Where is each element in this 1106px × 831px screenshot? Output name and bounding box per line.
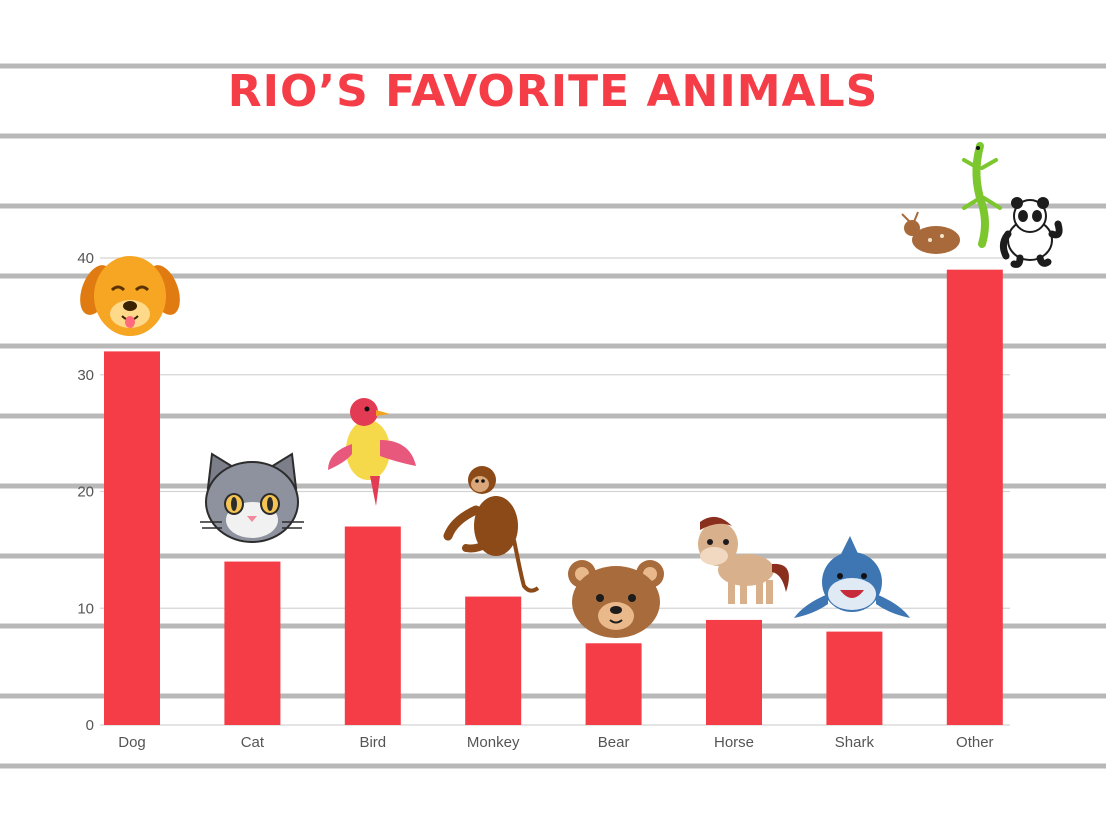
x-tick-label: Other: [956, 734, 994, 751]
x-tick-label: Cat: [241, 734, 265, 751]
x-tick-label: Bird: [359, 734, 386, 751]
horse-icon: [698, 516, 789, 604]
x-tick-label: Horse: [714, 734, 754, 751]
panda-icon: [999, 197, 1063, 268]
background-stripe: [0, 763, 1106, 769]
y-tick-label: 0: [86, 717, 94, 734]
bar-other: [946, 269, 1003, 725]
x-tick-label: Monkey: [467, 734, 520, 751]
lizard-icon: [962, 142, 1002, 248]
y-tick-label: 30: [77, 367, 94, 384]
y-axis: 0 10 20 30 40: [77, 250, 94, 734]
y-tick-label: 40: [77, 250, 94, 267]
y-tick-label: 10: [77, 600, 94, 617]
bar-dog: [104, 351, 160, 725]
x-axis: Dog Cat Bird Monkey Bear Horse Shark Other: [118, 734, 993, 751]
bird-icon: [328, 398, 416, 506]
bars: [104, 269, 1003, 725]
background-stripe: [0, 63, 1106, 69]
bar-bird: [344, 526, 401, 725]
bar-bear: [585, 643, 642, 725]
background-stripe: [0, 623, 1106, 629]
bar-shark: [826, 631, 883, 725]
x-tick-label: Dog: [118, 734, 146, 751]
shark-icon: [794, 536, 910, 618]
background-stripe: [0, 693, 1106, 699]
y-tick-label: 20: [77, 484, 94, 501]
bear-face-icon: [568, 560, 664, 638]
monkey-icon: [443, 466, 540, 593]
cat-face-icon: [200, 452, 304, 543]
background-stripe: [0, 343, 1106, 349]
background-stripe: [0, 133, 1106, 139]
x-tick-label: Bear: [598, 734, 630, 751]
background-stripe: [0, 273, 1106, 279]
background-stripes: [0, 63, 1106, 769]
background-stripe: [0, 483, 1106, 489]
bar-cat: [224, 561, 281, 725]
x-tick-label: Shark: [835, 734, 875, 751]
chart-title: RIO’S FAVORITE ANIMALS: [227, 66, 879, 117]
dog-face-icon: [80, 256, 180, 336]
background-stripe: [0, 203, 1106, 209]
background-stripe: [0, 553, 1106, 559]
background-stripe: [0, 413, 1106, 419]
deer-icon: [901, 211, 960, 254]
bar-monkey: [465, 596, 522, 725]
animal-icons: [80, 142, 1063, 638]
bar-horse: [706, 619, 762, 725]
